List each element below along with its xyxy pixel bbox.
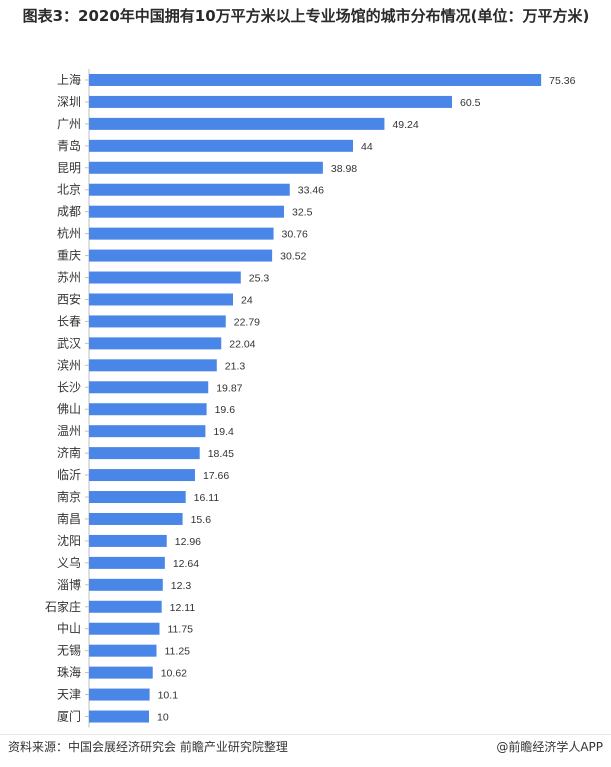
- category-label: 天津: [57, 688, 81, 702]
- category-label: 广州: [57, 117, 81, 131]
- category-label: 淄博: [57, 577, 81, 592]
- category-label: 温州: [57, 424, 81, 438]
- category-label: 青岛: [57, 138, 81, 153]
- data-label: 21.3: [225, 360, 246, 372]
- bar: [89, 293, 233, 306]
- bar-chart: 上海 75.36 深圳 60.5 广州 49.24 青岛 44 昆明 38.98 北京 33.46 成都…: [0, 64, 611, 734]
- bar: [89, 359, 217, 372]
- category-label: 无锡: [57, 643, 81, 658]
- category-label: 武汉: [57, 336, 81, 350]
- data-label: 38.98: [331, 163, 357, 175]
- data-label: 12.3: [171, 580, 192, 592]
- bar: [89, 578, 163, 591]
- bar: [89, 227, 274, 240]
- data-label: 32.5: [292, 207, 313, 219]
- data-label: 25.3: [249, 273, 270, 285]
- bar: [89, 161, 323, 174]
- category-label: 珠海: [57, 665, 81, 680]
- chart-footer: 资料来源：中国会展经济研究会 前瞻产业研究院整理 @前瞻经济学人APP: [8, 737, 603, 757]
- category-label: 济南: [57, 445, 81, 460]
- category-label: 西安: [57, 291, 81, 306]
- category-label: 石家庄: [45, 599, 81, 614]
- bar: [89, 644, 157, 657]
- category-label: 滨州: [57, 357, 81, 372]
- category-label: 厦门: [57, 709, 81, 724]
- category-label: 临沂: [57, 468, 81, 482]
- data-label: 11.25: [165, 646, 191, 658]
- data-label: 24: [241, 294, 253, 306]
- bar-chart-svg: 上海 75.36 深圳 60.5 广州 49.24 青岛 44 昆明 38.98 北京 33.46 成都…: [45, 69, 576, 728]
- category-label: 上海: [57, 72, 81, 87]
- data-label: 12.96: [175, 536, 201, 548]
- data-label: 12.64: [173, 558, 199, 570]
- brand-credit: @前瞻经济学人APP: [496, 740, 603, 754]
- data-label: 30.76: [282, 229, 308, 241]
- bar: [89, 183, 290, 196]
- bar: [89, 73, 542, 86]
- data-label: 16.11: [194, 492, 220, 504]
- category-label: 成都: [57, 205, 81, 219]
- bar: [89, 315, 226, 328]
- category-label: 长沙: [57, 380, 81, 394]
- data-label: 22.79: [234, 316, 260, 328]
- data-label: 11.75: [168, 624, 194, 636]
- category-label: 佛山: [57, 402, 81, 416]
- bar: [89, 534, 167, 547]
- bar: [89, 600, 162, 613]
- category-label: 深圳: [57, 95, 81, 109]
- bar: [89, 688, 150, 701]
- category-label: 长春: [57, 314, 81, 328]
- bar: [89, 622, 160, 635]
- footer-divider: [0, 734, 611, 735]
- category-label: 杭州: [57, 226, 81, 241]
- bar: [89, 556, 165, 569]
- data-label: 49.24: [392, 119, 418, 131]
- category-label: 昆明: [57, 161, 81, 175]
- bar: [89, 381, 209, 394]
- category-label: 南昌: [57, 511, 81, 526]
- data-label: 22.04: [229, 338, 255, 350]
- bar: [89, 512, 183, 525]
- bar: [89, 95, 452, 108]
- data-label: 19.6: [215, 404, 236, 416]
- data-label: 10.1: [158, 690, 179, 702]
- data-label: 10: [157, 712, 169, 724]
- bar: [89, 491, 186, 504]
- bar: [89, 666, 153, 679]
- category-label: 中山: [57, 621, 81, 636]
- data-label: 10.62: [161, 668, 187, 680]
- bar: [89, 205, 284, 218]
- data-label: 33.46: [298, 185, 324, 197]
- data-label: 19.4: [213, 426, 234, 438]
- data-label: 44: [361, 141, 373, 153]
- data-label: 15.6: [191, 514, 212, 526]
- data-label: 17.66: [203, 470, 229, 482]
- bar: [89, 710, 149, 723]
- bar: [89, 117, 385, 130]
- bar: [89, 249, 273, 262]
- bar: [89, 425, 206, 438]
- data-label: 18.45: [208, 448, 234, 460]
- chart-title: 图表3：2020年中国拥有10万平方米以上专业场馆的城市分布情况(单位：万平方米…: [22, 7, 590, 25]
- bar: [89, 337, 222, 350]
- category-label: 南京: [57, 489, 81, 504]
- bar: [89, 139, 353, 152]
- category-label: 北京: [57, 183, 81, 197]
- data-label: 75.36: [549, 75, 575, 87]
- bar: [89, 469, 195, 482]
- data-label: 12.11: [170, 602, 196, 614]
- category-label: 重庆: [57, 249, 81, 263]
- bar: [89, 403, 207, 416]
- data-label: 19.87: [216, 382, 242, 394]
- bar: [89, 447, 200, 460]
- category-label: 沈阳: [57, 533, 81, 548]
- data-label: 30.52: [280, 251, 306, 263]
- source-note: 资料来源：中国会展经济研究会 前瞻产业研究院整理: [8, 740, 288, 754]
- category-label: 义乌: [57, 555, 81, 570]
- data-label: 60.5: [460, 97, 481, 109]
- bar: [89, 271, 241, 284]
- category-label: 苏州: [57, 271, 81, 285]
